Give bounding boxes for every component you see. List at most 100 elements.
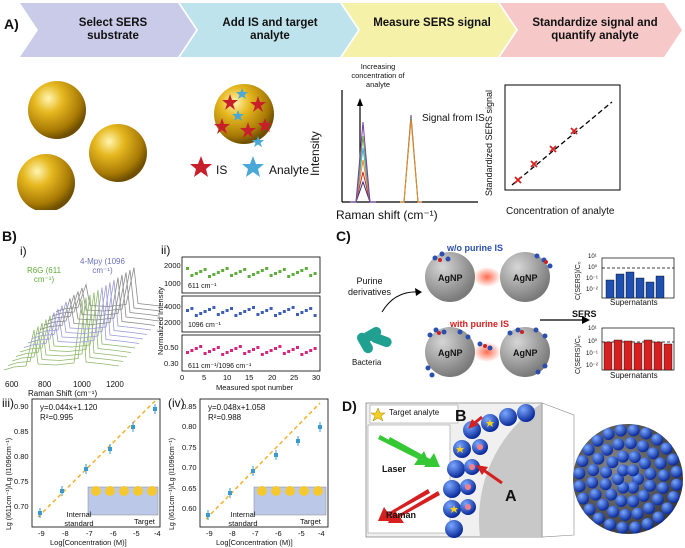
waterfall-xtick-1200: 1200 <box>106 380 124 389</box>
without-purine-label: w/o purine IS <box>447 243 504 253</box>
shell-bead <box>624 437 637 450</box>
spot-marker <box>304 309 308 312</box>
core-slice <box>478 403 542 537</box>
legend-is-star-icon <box>190 156 212 177</box>
iii-xtick-6: -4 <box>154 529 161 538</box>
spectrum-trace <box>35 279 152 335</box>
shell-bead <box>631 507 644 520</box>
iii-ytick-080: 0.80 <box>14 452 29 461</box>
increasing-concentration-note: Increasing concentration of analyte <box>351 62 405 89</box>
waterfall-spectra <box>3 267 160 371</box>
calibration-points <box>514 127 578 184</box>
spot-marker <box>282 310 286 313</box>
ii-ytick-2000b: 2000 <box>164 318 181 327</box>
spot-marker <box>221 311 225 314</box>
spot-marker <box>269 307 273 310</box>
shell-bead <box>627 481 639 494</box>
spot-marker <box>300 353 304 356</box>
bar-top-ylabel: C(SERS)/C₀ <box>575 261 582 300</box>
spot-marker <box>190 274 194 277</box>
spot-marker <box>260 269 264 272</box>
spot-marker <box>194 314 198 317</box>
spot-marker <box>282 268 286 271</box>
shell-bead <box>600 466 613 479</box>
shell-stars <box>450 419 494 513</box>
shell-bead <box>602 428 615 441</box>
reproducibility-plots <box>181 256 321 372</box>
spectrum-trace <box>7 297 124 366</box>
iv-xtick-2: -8 <box>229 529 236 538</box>
shell-bead <box>619 508 632 521</box>
iii-internal-standard: Internal standard <box>64 510 94 528</box>
spectrum-trace <box>39 277 156 330</box>
target-analyte-label: Target analyte <box>389 408 440 417</box>
spot-marker <box>230 307 233 310</box>
spot-marker <box>186 267 189 270</box>
shell-bead <box>654 457 667 470</box>
spot-marker <box>199 312 203 315</box>
iii-ylabel: Lg (I611cm⁻¹)/Lg (I1096cm⁻¹) <box>6 437 13 530</box>
ii-xtick-25: 25 <box>290 373 299 382</box>
shell-bead <box>616 450 629 463</box>
purine-derivatives-label: Purine derivatives <box>347 276 392 297</box>
spot-marker <box>203 352 207 355</box>
shell-bead <box>647 447 660 460</box>
shell-bead <box>628 451 641 464</box>
spot-marker <box>309 274 313 277</box>
spot-marker <box>216 313 220 316</box>
waterfall-xtick-600: 600 <box>5 380 19 389</box>
ii-sub2-label: 1096 cm⁻¹ <box>188 322 221 329</box>
spot-marker <box>208 275 211 278</box>
spot-marker <box>291 348 295 351</box>
target-analyte-star-icon <box>370 407 386 422</box>
panel-b-label: B) <box>2 228 17 244</box>
iii-target: Target <box>134 517 155 526</box>
spot-marker <box>296 346 299 349</box>
spot-marker <box>247 308 251 311</box>
bar-bottom-ytick-3: 10⁻¹ <box>586 351 598 357</box>
shell-bead <box>657 469 670 482</box>
shell-bead <box>637 489 650 502</box>
spot-marker <box>190 349 194 352</box>
iv-ylabel: Lg (I611cm⁻¹)/Lg (I1096cm⁻¹) <box>169 437 176 530</box>
data-point <box>251 469 255 473</box>
spot-marker <box>304 351 308 354</box>
shell-bead <box>636 440 649 453</box>
data-point <box>206 513 210 517</box>
concentration-axis-label: Concentration of analyte <box>506 206 615 217</box>
iii-ytick-075: 0.75 <box>14 477 29 486</box>
agnp-bottom-right <box>500 327 550 377</box>
iv-equation: y=0.048x+1.058 <box>208 403 266 412</box>
bar-top-ytick-1: 10¹ <box>588 254 597 260</box>
iv-xtick-3: -7 <box>252 529 259 538</box>
calibration-plot <box>504 84 621 191</box>
iv-xtick-1: -9 <box>206 529 213 538</box>
spot-marker <box>212 306 216 309</box>
spectrum-trace <box>15 292 132 357</box>
spot-marker <box>238 345 242 348</box>
spot-marker <box>252 348 255 351</box>
workflow-arrows <box>20 3 682 57</box>
iv-fit-line <box>205 402 321 520</box>
agnp-label-1: AgNP <box>438 273 463 283</box>
waterfall-xtick-800: 800 <box>38 380 52 389</box>
spot-marker <box>243 352 247 355</box>
shell-bead <box>642 502 655 515</box>
shell-bead <box>651 433 664 446</box>
shell-bead <box>666 453 679 466</box>
shell-bead <box>667 491 680 504</box>
spot-marker <box>199 345 203 348</box>
hotspot-bottom <box>473 342 501 362</box>
iv-ytick-075: 0.75 <box>182 443 197 452</box>
data-point <box>84 467 88 471</box>
waterfall-xtick-1000: 1000 <box>73 380 91 389</box>
panel-c-label: C) <box>336 228 351 244</box>
iii-ytick-090: 0.90 <box>14 402 29 411</box>
data-point <box>318 425 322 429</box>
spot-marker <box>278 312 282 315</box>
spot-marker <box>309 307 313 310</box>
iv-xtick-4: -6 <box>275 529 282 538</box>
agnp-top-right <box>500 252 550 302</box>
shell-bead <box>617 464 629 477</box>
spot-marker <box>313 347 317 350</box>
